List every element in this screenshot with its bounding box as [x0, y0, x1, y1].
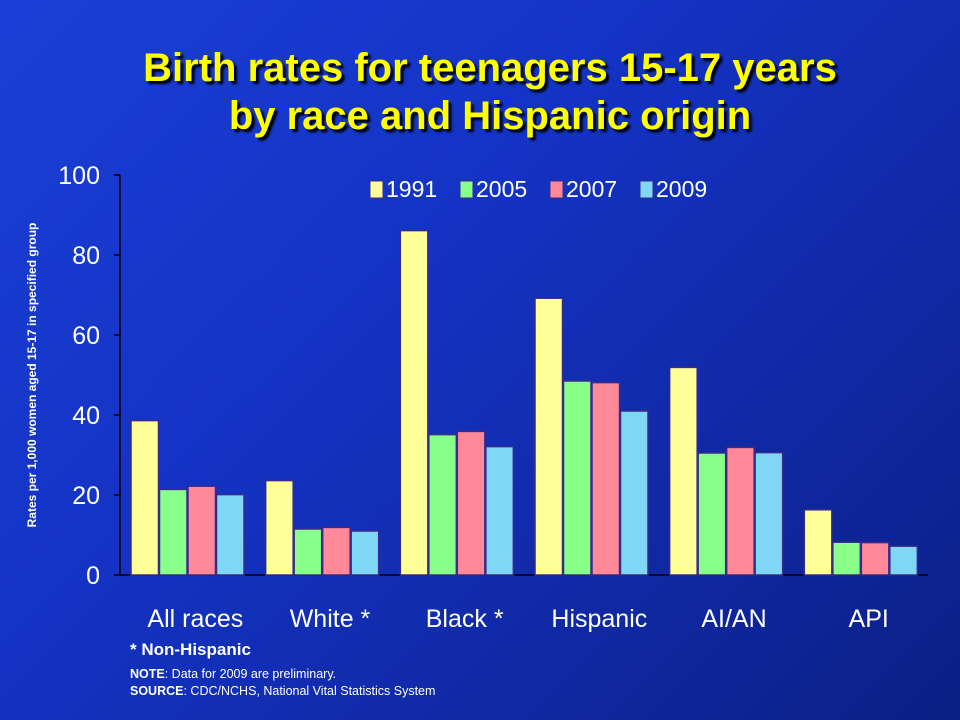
footnote: * Non-Hispanic — [130, 640, 251, 659]
source-line: SOURCE: CDC/NCHS, National Vital Statist… — [130, 683, 435, 700]
x-tick-label: Black * — [426, 605, 504, 633]
bar-2009-4 — [754, 451, 784, 576]
legend-label-2009: 2009 — [656, 176, 707, 202]
bar-2005-3 — [562, 380, 592, 576]
legend-swatch-2005 — [459, 180, 474, 199]
bar-1991-5 — [803, 509, 833, 576]
bar-2007-2 — [456, 430, 486, 576]
note-text: : Data for 2009 are preliminary. — [164, 667, 337, 681]
legend-label-2007: 2007 — [566, 176, 617, 202]
legend-label-2005: 2005 — [476, 176, 527, 202]
bar-1991-3 — [534, 297, 564, 576]
bar-2007-1 — [321, 526, 351, 576]
y-tick-label: 80 — [72, 242, 100, 270]
notes: * Non-Hispanic NOTE: Data for 2009 are p… — [130, 640, 435, 700]
x-tick-label: AI/AN — [701, 605, 766, 633]
bar-2009-2 — [485, 445, 515, 576]
bar-2007-3 — [591, 381, 621, 576]
bar-2005-4 — [697, 452, 727, 576]
bar-2007-5 — [860, 541, 890, 576]
y-tick-label: 60 — [72, 322, 100, 350]
source-label: SOURCE — [130, 684, 184, 698]
bar-1991-2 — [399, 229, 429, 576]
source-text: : CDC/NCHS, National Vital Statistics Sy… — [183, 684, 436, 698]
chart-title-line2: by race and Hispanic origin — [228, 94, 752, 138]
note-line: NOTE: Data for 2009 are preliminary. — [130, 666, 435, 683]
chart-title-line1: Birth rates for teenagers 15-17 years — [143, 46, 837, 90]
bar-1991-0 — [130, 419, 160, 576]
note-label: NOTE — [130, 667, 165, 681]
bar-1991-1 — [264, 479, 294, 576]
bar-2009-3 — [619, 410, 649, 576]
y-tick-label: 40 — [72, 402, 100, 430]
x-tick-label: API — [849, 605, 889, 633]
legend-swatch-1991 — [369, 180, 384, 199]
bar-2009-0 — [215, 493, 245, 576]
chart-title: Birth rates for teenagers 15-17 years by… — [40, 44, 940, 140]
bar-2007-4 — [725, 446, 755, 576]
y-tick-label: 100 — [58, 162, 100, 190]
bar-2005-2 — [428, 433, 458, 576]
bar-2007-0 — [187, 485, 217, 576]
y-axis-title: Rates per 1,000 women aged 15-17 in spec… — [25, 223, 39, 528]
legend-swatch-2007 — [549, 180, 564, 199]
y-tick-label: 0 — [86, 562, 100, 590]
x-tick-label: Hispanic — [551, 605, 647, 633]
bar-2005-5 — [832, 541, 862, 576]
bar-2009-1 — [350, 530, 380, 576]
y-tick-label: 20 — [72, 482, 100, 510]
bar-2005-1 — [293, 528, 323, 576]
legend-label-1991: 1991 — [386, 176, 437, 202]
bar-2009-5 — [889, 545, 919, 576]
x-tick-label: All races — [147, 605, 243, 633]
x-tick-label: White * — [290, 605, 371, 633]
bar-2005-0 — [158, 488, 188, 576]
bar-1991-4 — [668, 366, 698, 576]
legend-swatch-2009 — [639, 180, 654, 199]
